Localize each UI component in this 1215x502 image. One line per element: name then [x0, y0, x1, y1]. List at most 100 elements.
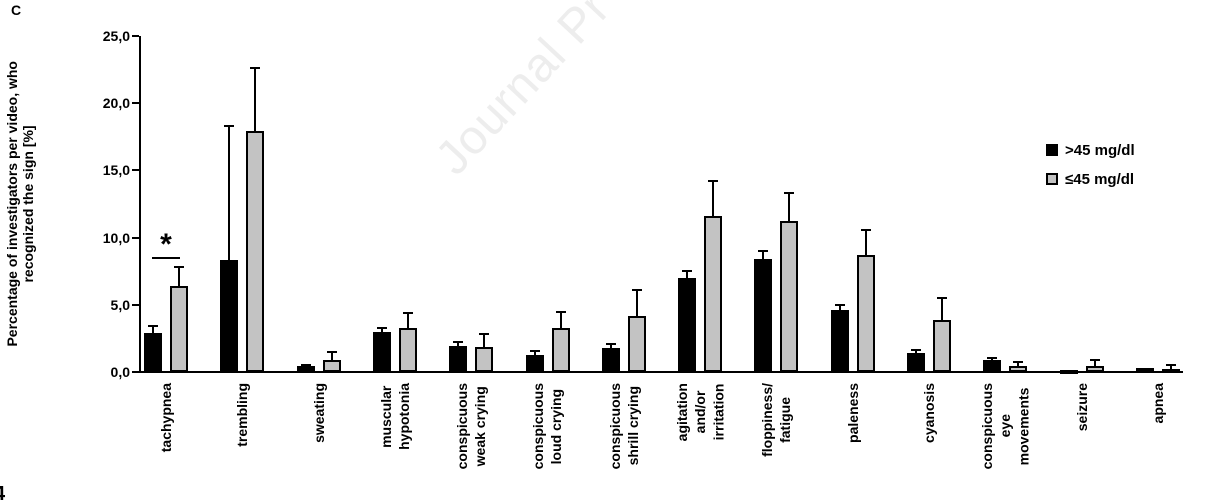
y-tick-label: 5,0	[110, 296, 130, 313]
bar	[372, 331, 391, 372]
bar	[933, 319, 951, 372]
significance-line	[152, 257, 180, 260]
x-category-label: conspicuous weak crying	[431, 383, 511, 469]
x-category-label-text: agitation and/or irritation	[673, 383, 727, 442]
x-category-label: trembling	[202, 383, 282, 447]
error-bar-line	[406, 312, 409, 330]
error-bar-cap	[174, 266, 184, 269]
bar	[398, 327, 417, 372]
error-bar-cap	[834, 303, 845, 306]
bar	[449, 345, 468, 372]
panel-label: C	[11, 2, 22, 18]
error-bar-cap	[631, 289, 642, 292]
error-bar-cap	[937, 297, 947, 300]
x-category-label: conspicuous shrill crying	[584, 383, 664, 469]
error-bar-cap	[682, 270, 693, 273]
bar	[754, 259, 773, 372]
x-category-label: sweating	[279, 383, 359, 443]
error-bar-line	[330, 351, 333, 362]
x-category-label: conspicuous loud crying	[508, 383, 588, 469]
error-bar-cap	[224, 125, 235, 128]
bar	[907, 353, 925, 372]
error-bar-line	[559, 311, 562, 330]
bar	[830, 310, 849, 372]
x-category-label: conspicuous eye movements	[965, 383, 1045, 469]
y-tick-label: 0,0	[110, 364, 130, 380]
error-bar-cap	[376, 326, 387, 329]
bar	[627, 315, 646, 372]
y-tick-label: 20,0	[102, 95, 130, 112]
x-category-label: floppiness/fatigue	[736, 383, 816, 457]
error-bar-cap	[911, 349, 921, 352]
x-category-label: cyanosis	[889, 383, 969, 443]
y-tick-label: 15,0	[102, 162, 130, 179]
error-bar-line	[712, 181, 715, 219]
bar	[1059, 370, 1078, 374]
x-category-label-text: apnea	[1149, 383, 1166, 424]
x-category-label: paleness	[813, 383, 893, 443]
x-category-label-text: seizure	[1073, 383, 1090, 432]
error-bar-cap	[1089, 358, 1100, 361]
error-bar-line	[635, 290, 638, 318]
y-tick-mark	[132, 303, 139, 306]
error-bar-cap	[300, 363, 311, 366]
x-axis-line	[139, 371, 1183, 373]
error-bar-cap	[555, 310, 566, 313]
error-bar-line	[864, 229, 867, 258]
x-category-label: seizure	[1042, 383, 1122, 431]
y-tick-label: 25,0	[102, 28, 130, 44]
error-bar-line	[838, 304, 841, 313]
bar	[525, 354, 544, 372]
y-tick-mark	[132, 169, 139, 172]
error-bar-cap	[479, 333, 490, 336]
bar	[678, 277, 697, 372]
error-bar-cap	[148, 325, 158, 328]
bar	[475, 347, 494, 372]
legend-label-gt45: >45 mg/dl	[1065, 141, 1135, 159]
legend-swatch-black-icon	[1046, 144, 1058, 156]
y-axis-line	[139, 36, 141, 373]
error-bar-line	[991, 357, 994, 362]
bar	[144, 333, 162, 372]
y-tick-mark	[132, 236, 139, 239]
error-bar-line	[609, 343, 612, 350]
bar	[551, 327, 570, 372]
x-category-label-text: tachypnea	[157, 383, 174, 453]
error-bar-cap	[708, 180, 719, 183]
bar	[170, 285, 188, 372]
x-category-label: agitation and/or irritation	[660, 383, 740, 441]
error-bar-cap	[326, 350, 337, 353]
bar	[704, 216, 723, 372]
x-category-label-text: conspicuous loud crying	[530, 383, 565, 470]
error-bar-line	[254, 68, 257, 134]
y-tick-label: 10,0	[102, 229, 130, 246]
error-bar-line	[1017, 361, 1020, 368]
x-category-label-text: cyanosis	[920, 383, 937, 443]
x-category-label-text: paleness	[844, 383, 861, 443]
error-bar-line	[762, 251, 765, 262]
significance-star: *	[160, 228, 172, 262]
error-bar-line	[1169, 365, 1172, 371]
page-number-partial: 4	[0, 483, 5, 502]
x-category-label-text: sweating	[310, 383, 327, 443]
error-bar-cap	[402, 311, 413, 314]
x-category-label-text: conspicuous shrill crying	[606, 383, 641, 470]
legend-swatch-gray-icon	[1046, 173, 1058, 185]
legend-label-le45: ≤45 mg/dl	[1065, 170, 1135, 188]
error-bar-cap	[529, 350, 540, 353]
x-category-label-text: muscular hypotonia	[377, 383, 412, 450]
error-bar-line	[457, 342, 460, 348]
bar	[601, 347, 620, 372]
error-bar-line	[788, 193, 791, 224]
error-bar-cap	[987, 356, 998, 359]
error-bar-cap	[250, 67, 261, 70]
error-bar-line	[380, 327, 383, 334]
x-category-label-text: floppiness/fatigue	[759, 383, 794, 457]
y-tick-mark	[132, 35, 139, 37]
legend-item-gt45: >45 mg/dl	[1046, 141, 1135, 159]
error-bar-cap	[758, 250, 769, 253]
error-bar-line	[1093, 359, 1096, 368]
error-bar-cap	[453, 341, 464, 344]
error-bar-line	[941, 298, 943, 322]
